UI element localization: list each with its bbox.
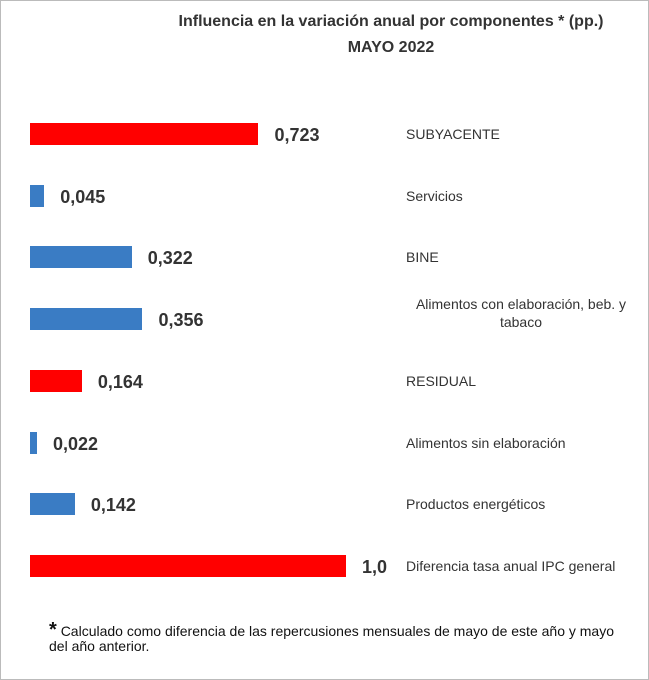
bar <box>30 246 132 269</box>
bar <box>30 369 82 392</box>
data-label: 1,0 <box>362 556 388 577</box>
bar <box>30 493 75 516</box>
data-label: 0,045 <box>60 186 106 207</box>
bar <box>30 431 37 454</box>
category-label: RESIDUAL <box>406 372 477 389</box>
footnote: Calculado como diferencia de las repercu… <box>49 623 614 654</box>
bar <box>30 554 346 577</box>
category-label: Productos energéticos <box>406 496 546 513</box>
category-label: BINE <box>406 249 439 266</box>
data-label: 0,356 <box>158 310 204 331</box>
data-label: 0,164 <box>97 371 143 392</box>
category-label: Alimentos con elaboración, beb. y tabaco <box>415 296 627 331</box>
data-label: 0,723 <box>274 125 320 145</box>
data-label: 0,322 <box>147 248 193 269</box>
chart-subtitle: MAYO 2022 <box>347 39 435 56</box>
bar <box>30 123 259 145</box>
category-label: Servicios <box>406 187 463 204</box>
footnote-block: * Calculado como diferencia de las reper… <box>49 620 629 654</box>
bar <box>30 184 45 207</box>
footnote-mark: * <box>49 619 57 641</box>
category-label: SUBYACENTE <box>406 126 500 142</box>
data-label: 0,142 <box>90 495 136 516</box>
category-label: Alimentos sin elaboración <box>406 434 566 451</box>
chart-title: Influencia en la variación anual por com… <box>178 13 604 30</box>
bar <box>30 308 143 331</box>
data-label: 0,022 <box>52 433 98 454</box>
category-label: Diferencia tasa anual IPC general <box>406 557 616 574</box>
